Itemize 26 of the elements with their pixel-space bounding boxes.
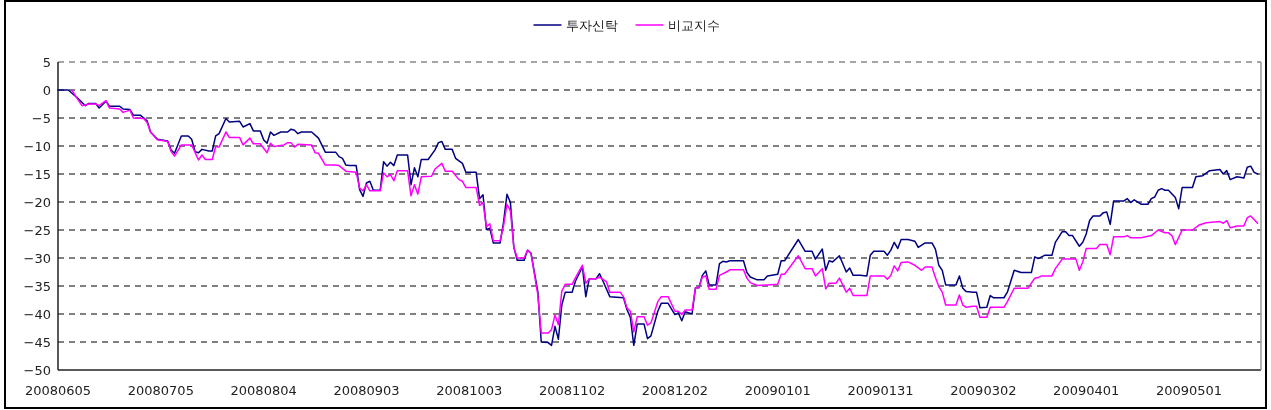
x-tick-label: 20090101 [744, 383, 811, 398]
x-tick-label: 20080903 [333, 383, 400, 398]
legend-label: 투자신탁 [565, 18, 618, 33]
x-tick-label: 20081102 [539, 383, 606, 398]
y-tick-label: −45 [23, 335, 51, 350]
y-tick-label: 0 [42, 83, 51, 98]
x-tick-label: 20090131 [847, 383, 914, 398]
legend-label: 비교지수 [667, 18, 720, 33]
x-tick-label: 20080705 [127, 383, 194, 398]
x-tick-label: 20090501 [1155, 383, 1223, 398]
y-tick-label: −15 [23, 167, 51, 182]
y-tick-label: −25 [23, 223, 51, 238]
y-tick-label: −35 [23, 279, 51, 294]
y-tick-label: −20 [23, 195, 51, 210]
y-tick-label: −10 [23, 139, 51, 154]
y-tick-label: −5 [31, 111, 51, 126]
x-tick-label: 20080605 [24, 383, 92, 398]
y-tick-label: 5 [42, 55, 51, 70]
y-tick-label: −50 [23, 363, 51, 378]
x-tick-label: 20081003 [436, 383, 503, 398]
x-tick-label: 20081202 [641, 383, 709, 398]
x-tick-label: 20090401 [1053, 383, 1120, 398]
y-tick-label: −40 [23, 307, 51, 322]
y-tick-label: −30 [23, 251, 51, 266]
x-tick-label: 20090302 [950, 383, 1017, 398]
x-tick-label: 20080804 [230, 383, 297, 398]
